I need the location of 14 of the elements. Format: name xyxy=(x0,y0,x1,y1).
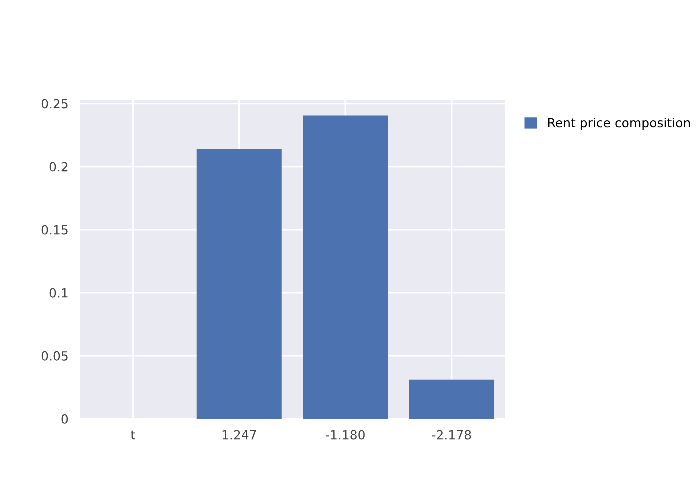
y-tick-label: 0.2 xyxy=(50,162,68,172)
x-tick-label: t xyxy=(131,430,136,440)
bar xyxy=(409,380,494,419)
legend-label: Rent price composition xyxy=(548,118,690,130)
y-tick-label: 0.05 xyxy=(42,351,68,361)
x-tick-label: -2.178 xyxy=(432,430,472,440)
bar xyxy=(303,116,388,419)
y-tick-label: 0.25 xyxy=(42,99,68,109)
y-tick-label: 0 xyxy=(62,414,68,424)
y-tick-label: 0.15 xyxy=(42,225,68,235)
bar xyxy=(196,149,282,419)
x-tick-label: 1.247 xyxy=(222,430,256,440)
y-tick-label: 0.1 xyxy=(50,288,68,298)
x-tick-label: -1.180 xyxy=(326,430,365,440)
